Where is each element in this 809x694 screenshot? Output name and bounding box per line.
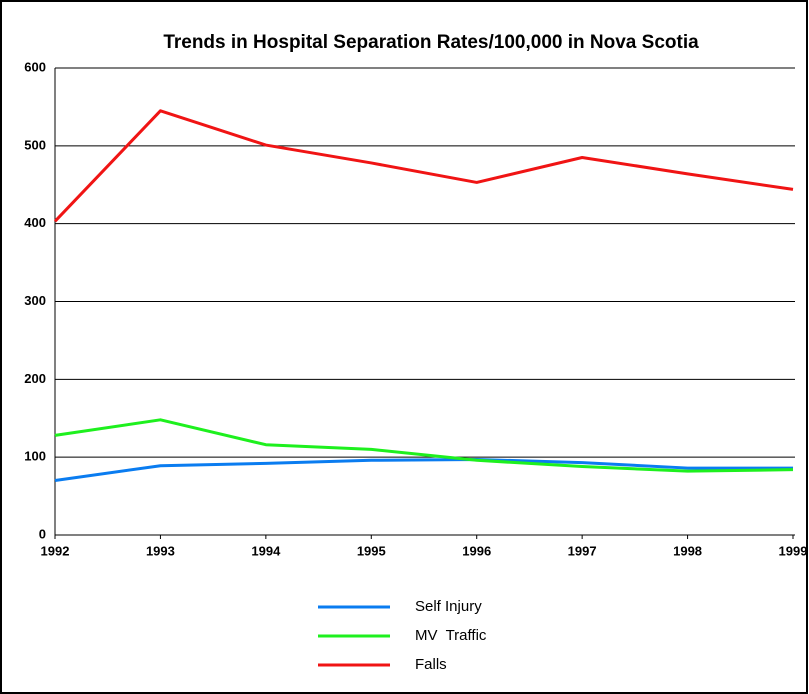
x-tick-label: 1998 <box>673 543 702 558</box>
legend-label: Self Injury <box>415 598 482 615</box>
series-line <box>54 458 793 483</box>
x-tick-label: 1993 <box>146 543 175 558</box>
x-tick-label: 1994 <box>251 543 281 558</box>
chart-title: Trends in Hospital Separation Rates/100,… <box>163 32 699 53</box>
y-tick-label: 600 <box>24 59 46 74</box>
y-tick-label: 100 <box>24 449 46 464</box>
x-tick-label: 1999 <box>779 543 808 558</box>
y-tick-label: 400 <box>24 215 46 230</box>
x-tick-label: 1997 <box>568 543 597 558</box>
x-tick-label: 1996 <box>462 543 491 558</box>
series-line <box>53 109 794 223</box>
legend-label: MV Traffic <box>415 627 487 644</box>
y-tick-label: 500 <box>24 137 46 152</box>
x-tick-label: 1992 <box>41 543 70 558</box>
legend-label: Falls <box>415 656 447 673</box>
y-tick-label: 300 <box>24 293 46 308</box>
y-tick-label: 200 <box>24 371 46 386</box>
x-tick-label: 1995 <box>357 543 386 558</box>
series-line <box>54 418 794 473</box>
y-tick-label: 0 <box>39 526 46 541</box>
